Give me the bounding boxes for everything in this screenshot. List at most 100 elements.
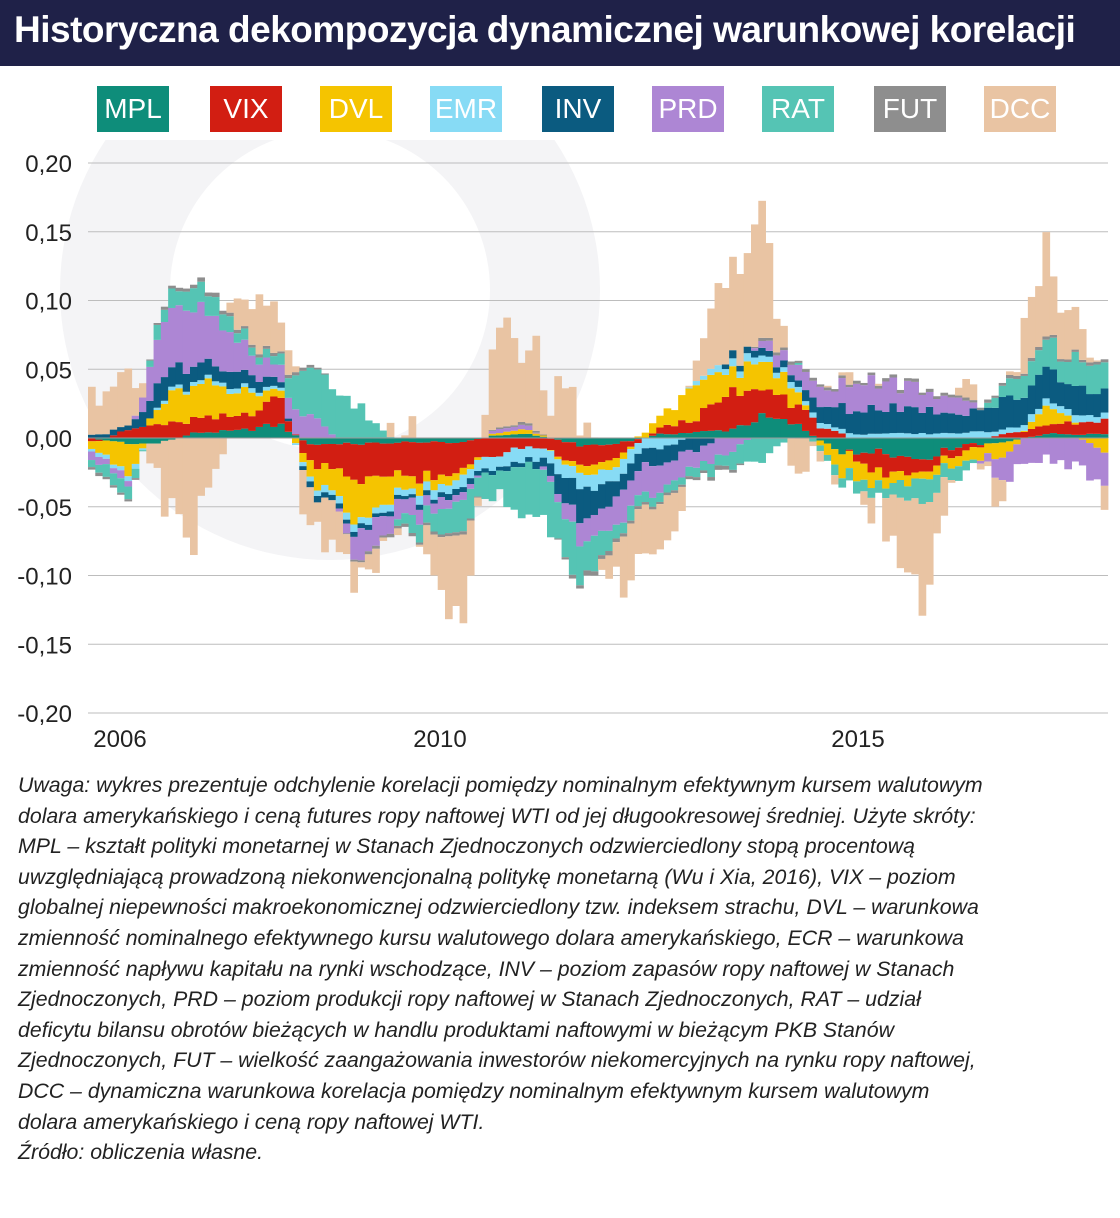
bar-fut [962,397,970,401]
bar-prd [627,480,635,506]
note-line-6: zmienność nominalnego efektywnego kursu … [18,925,964,950]
bar-dcc [124,368,133,426]
bar-dvl [911,472,919,479]
bar-rat [466,488,475,519]
bar-vix [962,444,970,451]
bar-emr [853,434,861,438]
bar-emr [882,433,890,438]
bar-mpl [1078,434,1087,438]
bar-dcc [663,495,672,541]
bar-dcc [743,253,752,347]
bar-dvl [525,430,533,434]
bar-dvl [736,377,745,396]
bar-mpl [751,422,759,438]
bar-fut [1086,362,1094,366]
bar-dvl [423,470,431,482]
bar-vix [845,449,854,451]
bar-dcc [306,487,315,526]
bar-inv [889,403,898,434]
bar-vix [255,410,264,427]
bar-fut [714,465,723,470]
bar-mpl [168,438,176,440]
bar-rat [284,378,293,398]
bar-dvl [190,385,198,417]
bar-emr [576,472,584,490]
bar-dcc [525,350,533,424]
bar-mpl [343,438,351,443]
bar-mpl [1057,434,1065,438]
bar-inv [765,350,774,357]
bar-inv [437,492,446,497]
bar-prd [364,529,373,552]
bar-mpl [328,438,337,444]
bar-emr [590,474,599,491]
bar-rat [277,353,286,365]
bar-emr [241,383,249,388]
note-line-9: deficytu bilansu obrotów bieżących w han… [18,1017,894,1042]
bar-rat [634,495,643,507]
bar-rat [168,288,176,308]
bar-rat [299,370,307,417]
note-line-12: dolara amerykańskiego i ceną ropy naftow… [18,1109,485,1134]
bar-mpl [386,438,395,444]
bar-rat [641,491,650,503]
bar-inv [401,496,409,500]
bar-prd [270,364,278,377]
bar-inv [627,463,635,481]
bar-dcc [255,294,264,355]
bar-prd [306,414,315,438]
bar-emr [343,512,351,520]
bar-dcc [211,438,220,469]
bar-fut [685,476,694,480]
bar-vix [634,439,643,444]
bar-inv [1049,369,1058,404]
bar-dcc [554,376,562,438]
bar-dvl [955,456,963,467]
bar-inv [109,429,118,436]
bar-emr [765,356,774,362]
bar-vix [168,421,176,438]
bar-dvl [124,444,133,477]
bar-inv [874,410,883,434]
bar-mpl [503,435,511,438]
bar-inv [729,350,737,359]
bar-fut [423,522,431,526]
bar-dcc [153,443,162,468]
bar-mpl [190,432,198,438]
bar-prd [831,391,839,408]
bar-vix [88,438,96,442]
bar-inv [510,461,519,468]
bar-dvl [729,366,737,388]
bar-vix [1042,425,1051,435]
bar-dcc [612,542,621,567]
bar-inv [882,411,890,434]
bar-dvl [685,388,694,423]
bar-dcc [619,536,628,598]
bar-dcc [131,388,140,416]
bar-prd [721,438,730,456]
bar-mpl [466,438,475,441]
bar-fut [670,490,679,493]
bar-fut [882,378,890,382]
bar-inv [845,414,854,434]
bar-fut [751,346,759,349]
bar-vix [1086,421,1094,434]
bar-fut [853,380,861,384]
bar-dvl [794,392,803,405]
bar-dcc [117,372,125,428]
bar-mpl [619,438,628,442]
bar-fut [904,378,912,381]
bar-vix [488,438,497,458]
bar-mpl [743,425,752,438]
bar-emr [955,433,963,438]
bar-vix [1027,428,1036,437]
bar-rat [328,389,337,435]
bar-dvl [991,443,1000,460]
bar-fut [721,465,730,470]
bar-mpl [714,430,723,438]
bar-mpl [532,435,541,438]
bar-mpl [248,430,256,438]
bar-dvl [146,418,154,426]
bar-dcc [627,523,635,581]
bar-inv [838,403,847,429]
